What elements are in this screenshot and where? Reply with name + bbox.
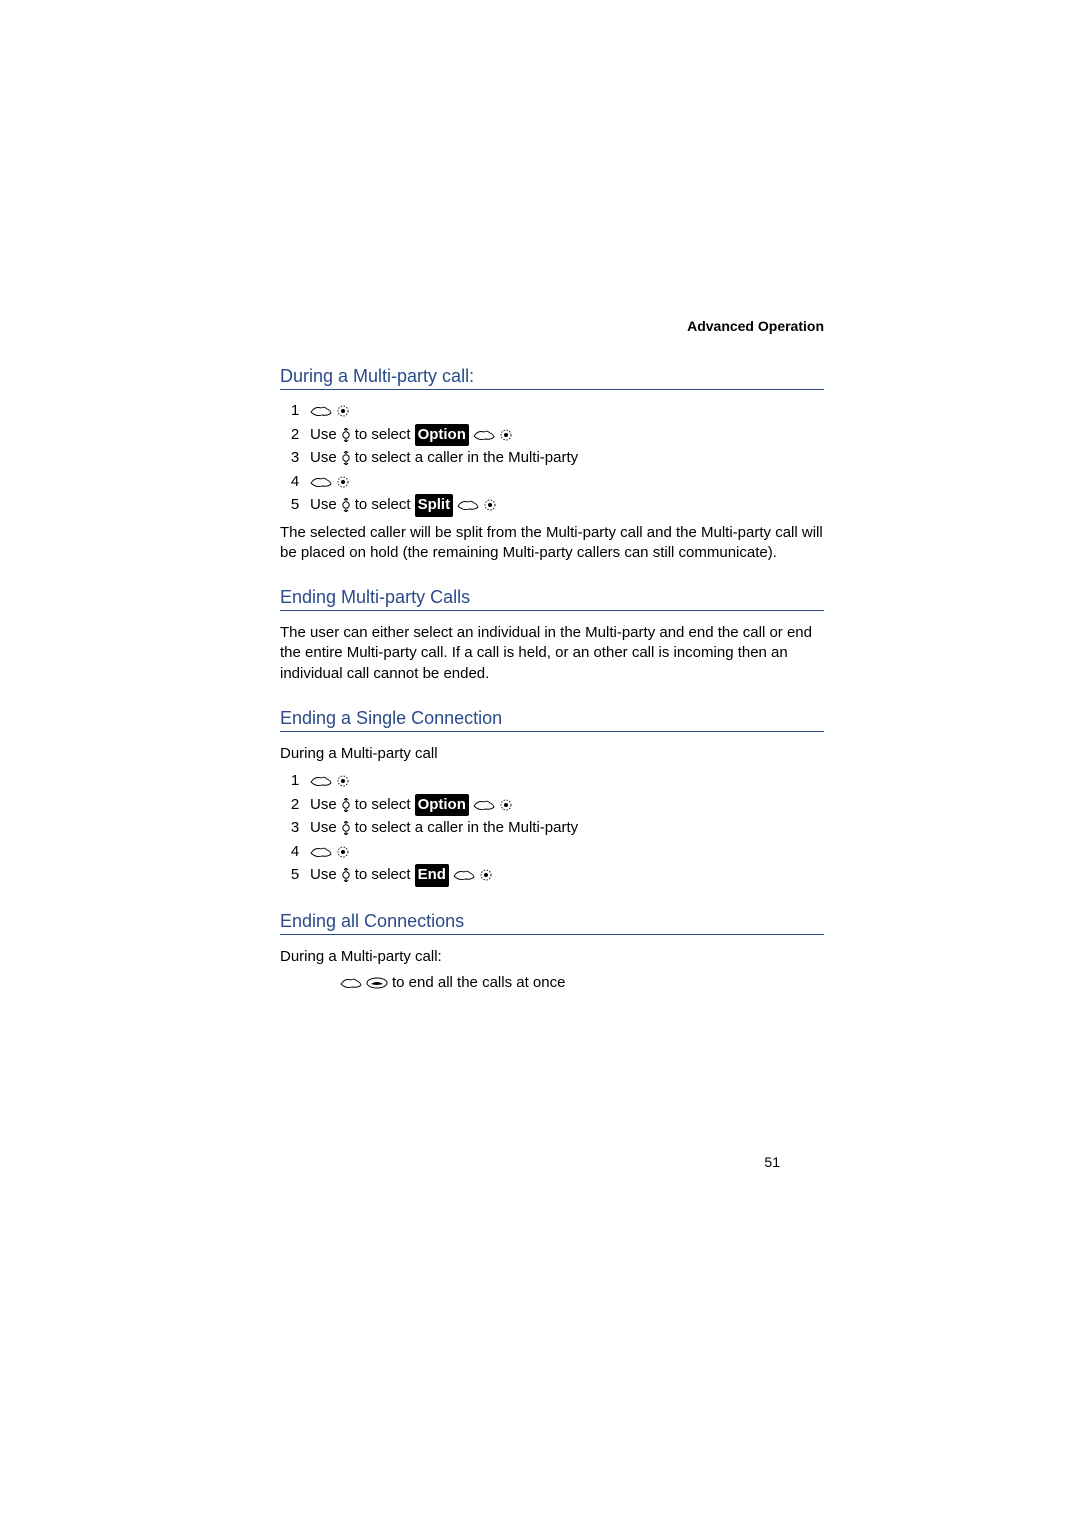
step-text: Use xyxy=(310,794,337,817)
list-item: 4 xyxy=(280,471,824,494)
step-number: 2 xyxy=(280,794,310,817)
hand-icon xyxy=(310,404,332,418)
list-item: 3 Use to select a caller in the Multi-pa… xyxy=(280,817,824,840)
section-title-ending-all: Ending all Connections xyxy=(280,911,824,935)
step-text: to select xyxy=(355,494,411,517)
list-item: 2 Use to select Option xyxy=(280,424,824,447)
highlight-end: End xyxy=(415,864,449,887)
hand-icon xyxy=(310,475,332,489)
nav-icon xyxy=(341,868,351,882)
step-text: to select xyxy=(355,864,411,887)
target-icon xyxy=(336,774,350,788)
step-number: 2 xyxy=(280,424,310,447)
step-text: to select a caller in the Multi-party xyxy=(355,447,578,470)
section-title-ending-multi: Ending Multi-party Calls xyxy=(280,587,824,611)
section4-line: to end all the calls at once xyxy=(280,973,824,993)
step-text: to select xyxy=(355,424,411,447)
steps-list-3: 1 2 Use to select Option 3 Use to xyxy=(280,770,824,887)
step-number: 1 xyxy=(280,400,310,423)
hand-icon xyxy=(310,774,332,788)
nav-icon xyxy=(341,821,351,835)
nav-icon xyxy=(341,428,351,442)
hand-icon xyxy=(457,498,479,512)
hand-icon xyxy=(340,976,362,990)
hand-icon xyxy=(473,428,495,442)
steps-list-1: 1 2 Use to select Option 3 Use to xyxy=(280,400,824,517)
step-number: 4 xyxy=(280,841,310,864)
target-icon xyxy=(336,404,350,418)
step-number: 5 xyxy=(280,864,310,887)
list-item: 5 Use to select Split xyxy=(280,494,824,517)
section1-after: The selected caller will be split from t… xyxy=(280,523,824,564)
highlight-split: Split xyxy=(415,494,454,517)
section2-body: The user can either select an individual… xyxy=(280,623,824,684)
highlight-option: Option xyxy=(415,794,469,817)
page-number: 51 xyxy=(764,1154,780,1170)
target-icon xyxy=(499,428,513,442)
step-number: 5 xyxy=(280,494,310,517)
page-header: Advanced Operation xyxy=(280,318,824,334)
hand-icon xyxy=(310,845,332,859)
step-text: to select a caller in the Multi-party xyxy=(355,817,578,840)
step-text: Use xyxy=(310,424,337,447)
step-text: to select xyxy=(355,794,411,817)
step-number: 1 xyxy=(280,770,310,793)
nav-icon xyxy=(341,798,351,812)
highlight-option: Option xyxy=(415,424,469,447)
step-number: 4 xyxy=(280,471,310,494)
step-text: Use xyxy=(310,864,337,887)
nav-icon xyxy=(341,498,351,512)
target-icon xyxy=(336,475,350,489)
section4-lead: During a Multi-party call: xyxy=(280,947,824,967)
list-item: 1 xyxy=(280,400,824,423)
page: Advanced Operation During a Multi-party … xyxy=(0,0,1080,1528)
hand-icon xyxy=(473,798,495,812)
list-item: 4 xyxy=(280,841,824,864)
list-item: 3 Use to select a caller in the Multi-pa… xyxy=(280,447,824,470)
section3-lead: During a Multi-party call xyxy=(280,744,824,764)
nav-icon xyxy=(341,451,351,465)
step-text: Use xyxy=(310,817,337,840)
target-icon xyxy=(336,845,350,859)
section-title-ending-single: Ending a Single Connection xyxy=(280,708,824,732)
list-item: 1 xyxy=(280,770,824,793)
step-text: Use xyxy=(310,447,337,470)
target-icon xyxy=(479,868,493,882)
step-number: 3 xyxy=(280,817,310,840)
section-title-during: During a Multi-party call: xyxy=(280,366,824,390)
step-number: 3 xyxy=(280,447,310,470)
step-text: to end all the calls at once xyxy=(392,973,565,993)
step-text: Use xyxy=(310,494,337,517)
target-icon xyxy=(483,498,497,512)
target-icon xyxy=(499,798,513,812)
end-key-icon xyxy=(366,977,388,989)
hand-icon xyxy=(453,868,475,882)
list-item: 5 Use to select End xyxy=(280,864,824,887)
list-item: 2 Use to select Option xyxy=(280,794,824,817)
